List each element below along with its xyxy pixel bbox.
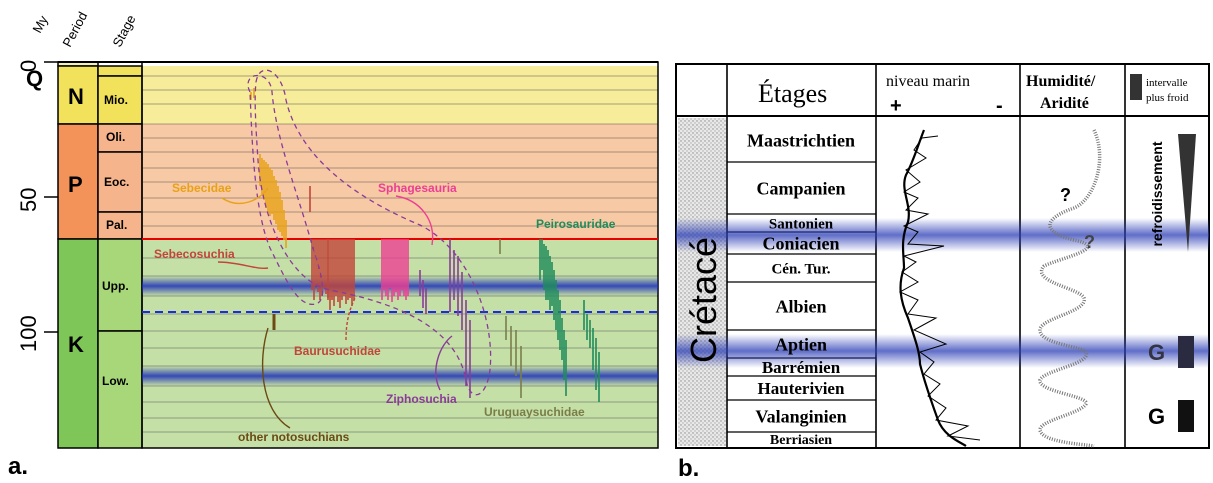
stage-pal: Pal. xyxy=(106,218,127,232)
stage-box-upp xyxy=(97,238,143,332)
paleogene-band xyxy=(58,124,658,239)
stage-low: Low. xyxy=(102,374,129,388)
label-baurusuchidae: Baurusuchidae xyxy=(294,344,381,358)
legend-plus-froid: plus froid xyxy=(1146,92,1189,104)
legend-swatch xyxy=(1130,74,1142,100)
stage-box-low xyxy=(97,330,143,449)
stage-name: Coniacien xyxy=(762,233,839,253)
label-ziphosuchia: Ziphosuchia xyxy=(386,392,457,406)
glacial-bar-2 xyxy=(1178,400,1194,432)
tick-label-50: 50 xyxy=(16,188,41,212)
stage-name: Hauterivien xyxy=(758,379,845,398)
stage-name: Berriasien xyxy=(770,433,832,448)
stage-oli: Oli. xyxy=(106,130,125,144)
legend-intervalle: intervalle xyxy=(1146,77,1188,89)
arrow-sebecosuchia xyxy=(217,261,269,270)
stage-name: Campanien xyxy=(756,178,845,198)
panel-label-a: a. xyxy=(8,453,28,480)
glacial-bar-1 xyxy=(1178,336,1194,368)
stage-name: Albien xyxy=(775,296,826,316)
panel-a: 0 50 100 My Period Stage Q N P K Mio. Ol… xyxy=(8,9,659,480)
label-sphagesauria: Sphagesauria xyxy=(378,181,457,195)
panel-label-b: b. xyxy=(678,455,699,482)
refroidissement-label: refroidissement xyxy=(1149,141,1165,246)
stage-names: Maastrichtien Campanien SantonienConiacien… xyxy=(747,130,855,448)
header-minus: - xyxy=(996,95,1003,117)
cold-band-coniacien xyxy=(676,218,1209,252)
glacial-g-1: G xyxy=(1148,340,1165,365)
period-n: N xyxy=(68,84,84,109)
question-2: ? xyxy=(1084,232,1095,252)
stage-name: Maastrichtien xyxy=(747,130,855,150)
label-other-notosuchians: other notosuchians xyxy=(238,430,350,444)
period-column xyxy=(678,118,726,446)
question-1: ? xyxy=(1060,185,1071,205)
cold-band-aptien xyxy=(676,334,1209,368)
glacial-g-2: G xyxy=(1148,404,1165,429)
stage-name: Barrémien xyxy=(762,358,841,377)
sebecosuchia-outline xyxy=(247,74,324,305)
arrow-other xyxy=(261,327,291,429)
tick-label-100: 100 xyxy=(16,315,41,352)
label-sebecidae: Sebecidae xyxy=(172,181,232,195)
taxon-range-bars xyxy=(250,88,600,402)
cooling-wedge xyxy=(1178,134,1196,252)
cretaceous-band xyxy=(58,239,658,448)
arrow-sebecidae xyxy=(221,187,269,204)
table-frame xyxy=(675,63,1210,449)
neogene-band xyxy=(58,66,658,124)
header-period: Period xyxy=(59,9,90,49)
tick-label-0: 0 xyxy=(16,60,41,72)
stage-mio: Mio. xyxy=(104,93,128,107)
header-etages: Étages xyxy=(758,79,827,108)
label-sebecosuchia: Sebecosuchia xyxy=(154,247,235,261)
label-arrows xyxy=(217,187,453,429)
period-k: K xyxy=(68,332,84,357)
stage-box-oli xyxy=(97,123,143,153)
stage-upp: Upp. xyxy=(102,279,129,293)
stage-eoc: Eoc. xyxy=(104,175,129,189)
period-box-k xyxy=(57,238,99,449)
stage-name: Aptien xyxy=(775,334,827,354)
header-niveau-marin: niveau marin xyxy=(886,73,970,90)
label-peirosauridae: Peirosauridae xyxy=(536,217,616,231)
stage-name: Santonien xyxy=(769,216,834,232)
arrow-baurusuchidae xyxy=(345,295,357,341)
header-my: My xyxy=(29,13,51,36)
period-p: P xyxy=(68,172,83,197)
period-cretace: Crétacé xyxy=(683,237,724,363)
header-humidite: Humidité/ xyxy=(1026,73,1096,90)
header-plus: + xyxy=(890,95,902,117)
panel-b: Étages niveau marin + - Humidité/ Aridit… xyxy=(675,63,1210,482)
period-box-p xyxy=(57,123,99,240)
stage-name: Cén. Tur. xyxy=(771,261,830,277)
clade-outlines xyxy=(247,69,492,396)
stage-name: Valanginien xyxy=(755,406,846,426)
header-stage: Stage xyxy=(109,12,138,49)
cold-interval-lower xyxy=(142,366,658,386)
sea-level-curve-short-term xyxy=(898,135,981,441)
period-q: Q xyxy=(26,66,43,91)
header-aridite: Aridité xyxy=(1040,95,1089,112)
label-uruguaysuchidae: Uruguaysuchidae xyxy=(484,405,585,419)
arrow-ziphosuchia xyxy=(435,335,453,391)
arrow-sphagesauria xyxy=(395,195,434,246)
stage-box-plio xyxy=(97,65,143,77)
